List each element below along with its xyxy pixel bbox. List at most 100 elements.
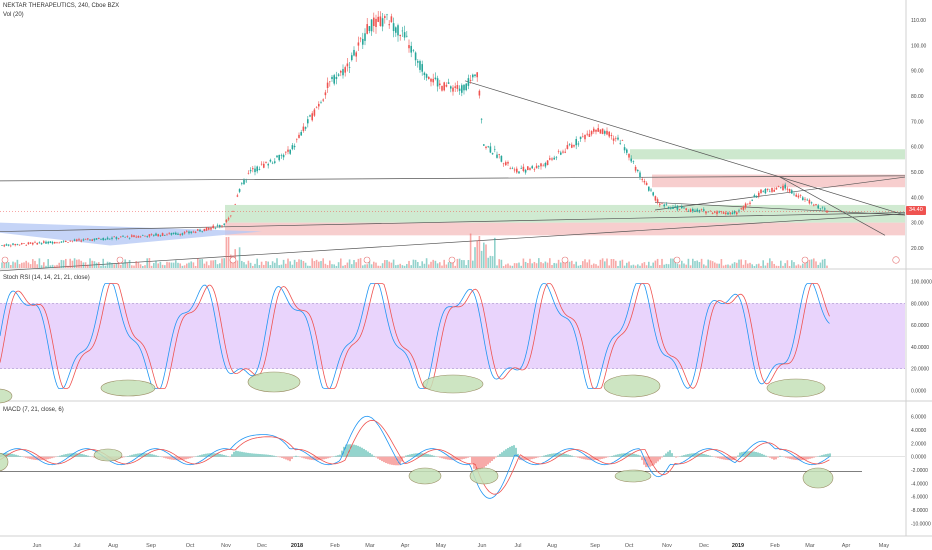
volume-bar bbox=[436, 263, 439, 268]
macd-histogram-bar bbox=[795, 456, 797, 460]
price-candle bbox=[69, 240, 71, 242]
price-candle bbox=[269, 159, 272, 162]
volume-bar bbox=[549, 258, 551, 268]
price-candle bbox=[705, 211, 707, 214]
macd-histogram-bar bbox=[495, 456, 497, 458]
volume-bar bbox=[461, 260, 463, 268]
price-candle bbox=[698, 210, 701, 213]
volume-bar bbox=[797, 264, 800, 268]
macd-histogram-bar bbox=[155, 455, 157, 457]
price-candle bbox=[302, 126, 305, 131]
volume-bar bbox=[93, 261, 96, 268]
price-candle bbox=[36, 242, 38, 245]
price-candle bbox=[423, 72, 426, 76]
macd-histogram-bar bbox=[799, 456, 801, 461]
price-axis-tick-label: 110.00 bbox=[911, 18, 926, 24]
volume-bar bbox=[711, 261, 714, 268]
price-candle bbox=[146, 236, 148, 237]
price-candle bbox=[373, 17, 375, 26]
trend-line bbox=[779, 176, 886, 236]
volume-bar bbox=[791, 260, 793, 268]
volume-bar bbox=[263, 264, 265, 268]
volume-bar bbox=[689, 265, 692, 268]
volume-bar bbox=[260, 261, 263, 268]
price-candle bbox=[674, 206, 676, 207]
volume-bar bbox=[335, 265, 338, 268]
macd-histogram-bar bbox=[519, 456, 521, 461]
price-candle bbox=[458, 88, 461, 91]
price-candle bbox=[241, 183, 243, 184]
macd-histogram-bar bbox=[551, 453, 553, 457]
macd-histogram-bar bbox=[785, 456, 787, 458]
volume-bar bbox=[542, 263, 544, 268]
price-candle bbox=[267, 164, 269, 166]
price-candle bbox=[727, 212, 729, 215]
price-candle bbox=[285, 151, 287, 153]
price-candle bbox=[643, 180, 646, 183]
price-candle bbox=[263, 163, 265, 168]
price-candle bbox=[124, 236, 126, 238]
volume-bar bbox=[82, 262, 85, 268]
macd-histogram-bar bbox=[149, 453, 151, 457]
price-candle bbox=[16, 244, 19, 246]
volume-bar bbox=[694, 261, 696, 268]
macd-histogram-bar bbox=[29, 456, 31, 459]
volume-bar bbox=[630, 265, 632, 268]
volume-bar bbox=[716, 263, 718, 268]
price-candle bbox=[450, 86, 452, 89]
price-candle bbox=[139, 236, 142, 238]
price-candle bbox=[773, 189, 775, 192]
price-candle bbox=[135, 236, 137, 238]
price-candle bbox=[183, 232, 186, 234]
macd-histogram-bar bbox=[755, 451, 757, 457]
price-candle bbox=[421, 64, 423, 72]
volume-bar bbox=[485, 244, 487, 268]
price-axis-tick-label: 100.00 bbox=[911, 43, 927, 49]
price-candle bbox=[546, 160, 549, 166]
macd-histogram-bar bbox=[669, 450, 671, 457]
volume-bar bbox=[210, 260, 212, 268]
volume-bar bbox=[428, 264, 430, 268]
price-candle bbox=[73, 239, 76, 241]
volume-bar bbox=[555, 263, 558, 268]
macd-histogram-bar bbox=[189, 456, 191, 459]
macd-histogram-bar bbox=[449, 456, 451, 460]
volume-bar bbox=[762, 260, 764, 268]
x-axis-tick-label: Apr bbox=[401, 543, 410, 549]
macd-histogram-bar bbox=[477, 456, 479, 471]
volume-bar bbox=[500, 259, 503, 268]
price-candle bbox=[810, 202, 813, 204]
price-candle bbox=[447, 82, 450, 84]
volume-bar bbox=[498, 259, 500, 268]
macd-histogram-bar bbox=[359, 446, 361, 457]
price-candle bbox=[553, 157, 555, 160]
volume-bar bbox=[529, 258, 531, 268]
macd-histogram-bar bbox=[271, 455, 273, 457]
volume-bar bbox=[353, 259, 355, 268]
price-candle bbox=[562, 151, 564, 153]
volume-bar bbox=[817, 264, 819, 268]
trend-line bbox=[0, 213, 906, 272]
x-axis-tick-label: Oct bbox=[186, 543, 195, 549]
macd-histogram-bar bbox=[683, 455, 685, 457]
stoch-highlight-ellipse bbox=[603, 374, 661, 398]
macd-histogram-bar bbox=[463, 456, 465, 459]
price-candle bbox=[280, 155, 283, 156]
macd-histogram-bar bbox=[549, 454, 551, 457]
volume-bar bbox=[725, 264, 727, 268]
volume-bar bbox=[12, 261, 14, 268]
macd-highlight-ellipse bbox=[614, 469, 652, 483]
volume-bar bbox=[214, 259, 217, 268]
price-candle bbox=[529, 168, 531, 170]
price-candle bbox=[604, 131, 606, 134]
volume-bar bbox=[16, 259, 19, 268]
macd-histogram-bar bbox=[641, 456, 643, 461]
volume-bar bbox=[133, 265, 135, 268]
volume-bar bbox=[685, 264, 687, 268]
price-candle bbox=[428, 76, 430, 79]
macd-histogram-bar bbox=[719, 456, 721, 459]
macd-line bbox=[0, 415, 830, 499]
macd-histogram-bar bbox=[613, 455, 615, 457]
volume-bar bbox=[223, 258, 225, 268]
